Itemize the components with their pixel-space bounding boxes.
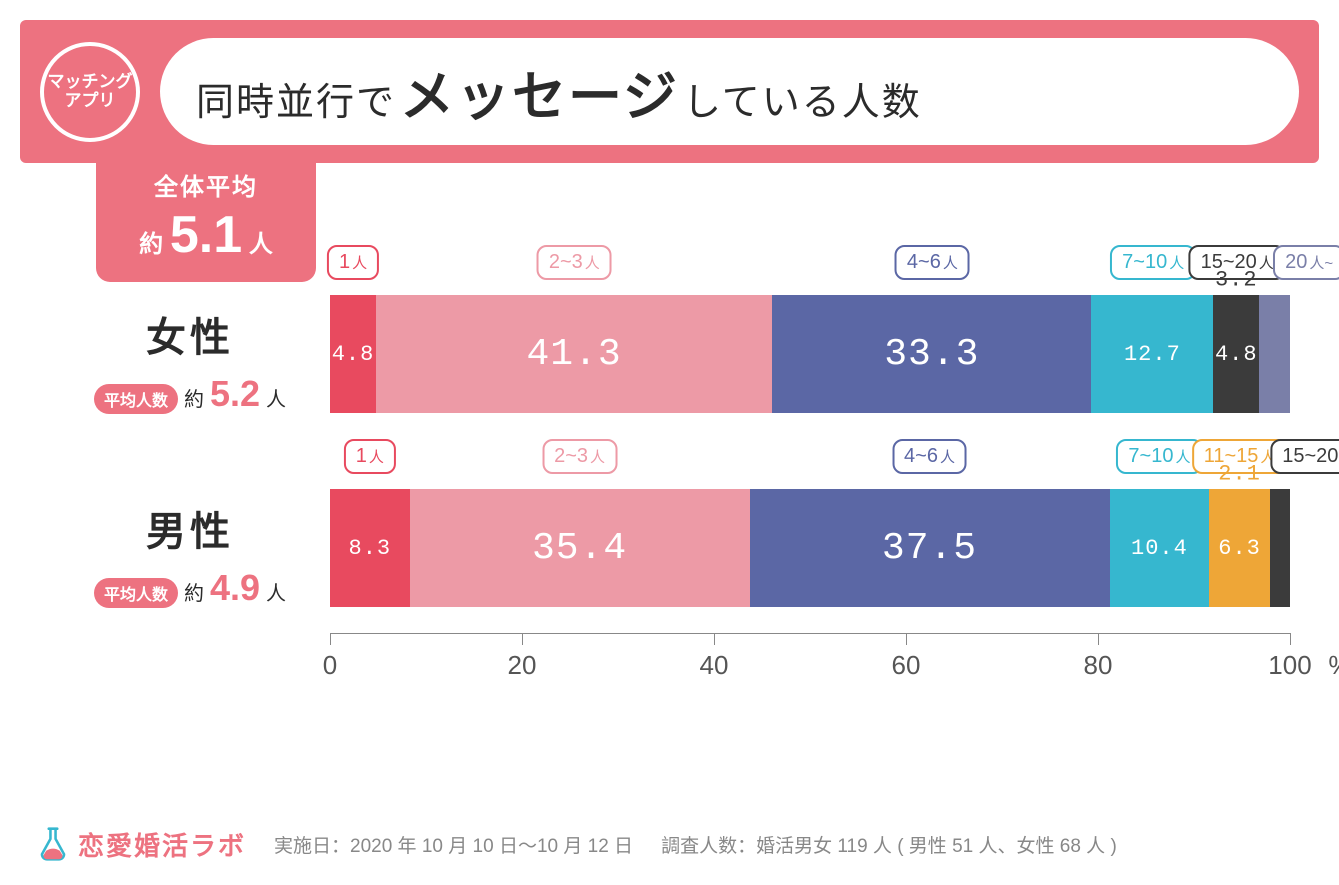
segment-value: 41.3 [526,333,621,376]
title-pill: 同時並行で メッセージ している人数 [160,38,1299,145]
bar-segment: 33.3 [772,295,1091,413]
x-axis: 020406080100% [330,633,1290,693]
survey-sample: 調査人数：婚活男女 119 人 ( 男性 51 人、女性 68 人 ) [661,831,1117,858]
legend-pill: 4~6人 [892,439,967,474]
title-emphasis: メッセージ [400,52,679,131]
legend-pill: 7~10人 [1116,439,1202,474]
bar-segment [1270,489,1290,607]
brand-logo: 恋愛婚活ラボ [36,825,246,863]
bar-segment: 10.4 [1110,489,1210,607]
overall-avg-unit: 人 [249,231,273,258]
stacked-bar: 4.8 41.3 33.3 12.7 3.24.8 [330,295,1290,413]
row-avg-unit: 人 [266,383,286,412]
bar-segment: 8.3 [330,489,410,607]
segment-value-above: 2.1 [1218,462,1261,487]
title-post: している人数 [683,71,922,126]
segment-value: 10.4 [1131,536,1188,561]
legend-pill: 1人 [344,439,396,474]
segment-value: 6.3 [1218,536,1261,561]
axis-tick-label: 80 [1084,650,1113,681]
legend-row: 1人2~3人4~6人7~10人11~15人15~20人 [330,439,1290,489]
row-avg-pill: 平均人数 [94,384,178,414]
chart-area: 女性平均人数約5.2人1人2~3人4~6人7~10人15~20人20人~4.84… [330,245,1290,693]
stacked-bar: 8.3 35.4 37.5 10.4 2.16.3 [330,489,1290,607]
legend-row: 1人2~3人4~6人7~10人15~20人20人~ [330,245,1290,295]
brand-name: 恋愛婚活ラボ [78,826,246,863]
row-avg-value: 4.9 [210,567,260,609]
badge-line1: マッチング [48,73,133,92]
legend-pill: 7~10人 [1110,245,1196,280]
segment-value: 33.3 [884,333,979,376]
axis-tick [1098,633,1099,645]
title-pre: 同時並行で [196,71,396,126]
axis-percent-label: % [1328,650,1339,681]
segment-value: 35.4 [532,527,627,570]
bar-segment: 35.4 [410,489,750,607]
axis-tick [906,633,907,645]
row-avg-pill: 平均人数 [94,578,178,608]
axis-tick [522,633,523,645]
legend-pill: 4~6人 [895,245,970,280]
legend-pill: 2~3人 [537,245,612,280]
overall-avg-approx: 約 [139,231,163,258]
axis-tick-label: 20 [508,650,537,681]
axis-tick-label: 40 [700,650,729,681]
flask-icon [36,825,70,863]
row-avg-value: 5.2 [210,373,260,415]
overall-avg-value: 5.1 [170,206,242,264]
segment-value: 37.5 [882,527,977,570]
legend-pill: 15~20人 [1270,439,1339,474]
bar-segment: 2.16.3 [1209,489,1269,607]
segment-value: 8.3 [349,536,392,561]
header-band: マッチング アプリ 同時並行で メッセージ している人数 [20,20,1319,163]
axis-tick [330,633,331,645]
bar-segment [1259,295,1290,413]
legend-pill: 2~3人 [542,439,617,474]
row-name: 男性 [70,499,310,557]
bar-segment: 12.7 [1091,295,1213,413]
segment-value-above: 3.2 [1215,268,1258,293]
overall-average-box: 全体平均 約 5.1 人 [96,163,316,282]
chart-row: 女性平均人数約5.2人1人2~3人4~6人7~10人15~20人20人~4.84… [330,245,1290,413]
footer: 恋愛婚活ラボ 実施日：2020 年 10 月 10 日～10 月 12 日 調査… [36,825,1319,863]
axis-tick-label: 100 [1268,650,1311,681]
row-avg-approx: 約 [184,577,204,606]
survey-date: 実施日：2020 年 10 月 10 日～10 月 12 日 [274,831,633,858]
axis-tick [714,633,715,645]
segment-value: 4.8 [332,342,375,367]
row-average: 平均人数約5.2人 [70,373,310,415]
row-avg-approx: 約 [184,383,204,412]
axis-tick [1290,633,1291,645]
bar-segment: 37.5 [750,489,1110,607]
axis-tick-label: 60 [892,650,921,681]
bar-segment: 41.3 [376,295,772,413]
legend-pill: 1人 [327,245,379,280]
overall-avg-label: 全体平均 [112,173,300,203]
row-name: 女性 [70,305,310,363]
row-label: 男性平均人数約4.9人 [70,499,310,609]
segment-value: 12.7 [1124,342,1181,367]
chart-row: 男性平均人数約4.9人1人2~3人4~6人7~10人11~15人15~20人8.… [330,439,1290,607]
overall-avg-value-line: 約 5.1 人 [112,203,300,268]
row-label: 女性平均人数約5.2人 [70,305,310,415]
segment-value: 4.8 [1215,342,1258,367]
badge-line2: アプリ [65,92,116,111]
axis-tick-label: 0 [323,650,337,681]
legend-pill: 20人~ [1273,245,1339,280]
row-average: 平均人数約4.9人 [70,567,310,609]
category-badge: マッチング アプリ [40,42,140,142]
row-avg-unit: 人 [266,577,286,606]
bar-segment: 4.8 [330,295,376,413]
bar-segment: 3.24.8 [1213,295,1259,413]
